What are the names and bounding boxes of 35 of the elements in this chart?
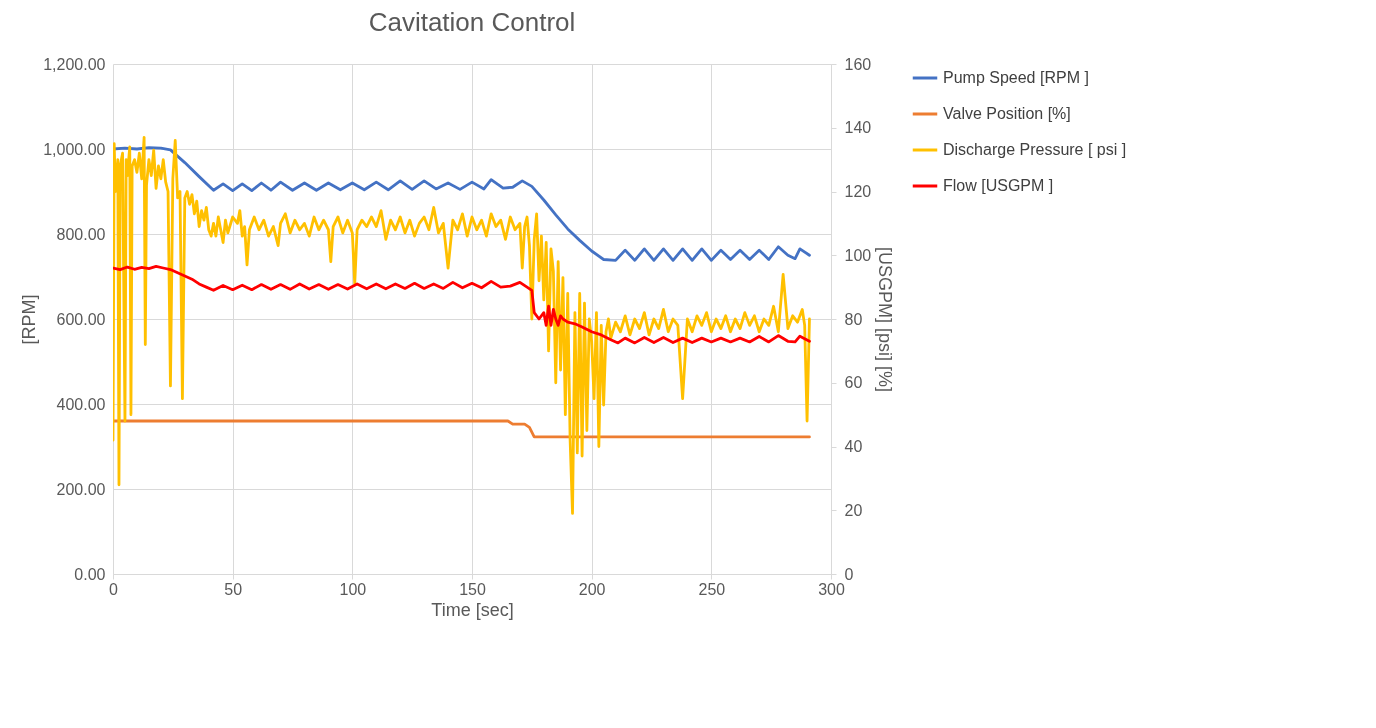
legend-label: Valve Position [%] xyxy=(943,105,1071,122)
y-tick-label: 200.00 xyxy=(56,480,106,498)
y-axis-title: [RPM] xyxy=(19,294,40,345)
y2-tick-label: 40 xyxy=(844,438,863,455)
y-tick-label: 400.00 xyxy=(56,395,106,413)
x-tick-label: 100 xyxy=(339,580,367,598)
x-tick-label: 300 xyxy=(818,580,845,598)
y2-tick-label: 140 xyxy=(844,119,872,137)
legend-label: Flow [USGPM ] xyxy=(943,177,1054,194)
y-tick-label: 600.00 xyxy=(56,310,106,328)
line-series xyxy=(113,419,811,439)
y2-tick-label: 100 xyxy=(844,246,872,264)
legend-label: Pump Speed [RPM ] xyxy=(943,69,1089,86)
x-tick-label: 50 xyxy=(224,580,243,598)
y2-tick-label: 0 xyxy=(844,565,854,583)
line-series xyxy=(113,146,811,262)
y2-tick-label: 20 xyxy=(844,501,863,519)
y-tick-label: 0.00 xyxy=(74,565,106,583)
x-tick-label: 250 xyxy=(698,580,726,598)
y2-tick-label: 80 xyxy=(844,310,863,328)
y2-axis-title: [USGPM] [psi] [%] xyxy=(875,246,896,393)
x-axis-title: Time [sec] xyxy=(431,599,514,620)
y2-tick-label: 60 xyxy=(844,374,863,392)
line-series xyxy=(113,265,811,345)
y-tick-label: 1,200.00 xyxy=(43,55,106,73)
x-tick-label: 0 xyxy=(109,580,119,598)
y2-tick-label: 160 xyxy=(844,55,872,73)
x-tick-label: 200 xyxy=(578,580,606,598)
y2-tick-label: 120 xyxy=(844,183,872,200)
y-tick-label: 800.00 xyxy=(56,225,106,243)
legend-label: Discharge Pressure [ psi ] xyxy=(943,141,1127,158)
x-tick-label: 150 xyxy=(459,580,486,598)
line-series xyxy=(113,135,811,515)
chart-title: Cavitation Control xyxy=(368,7,576,37)
y-tick-label: 1,000.00 xyxy=(43,140,106,158)
